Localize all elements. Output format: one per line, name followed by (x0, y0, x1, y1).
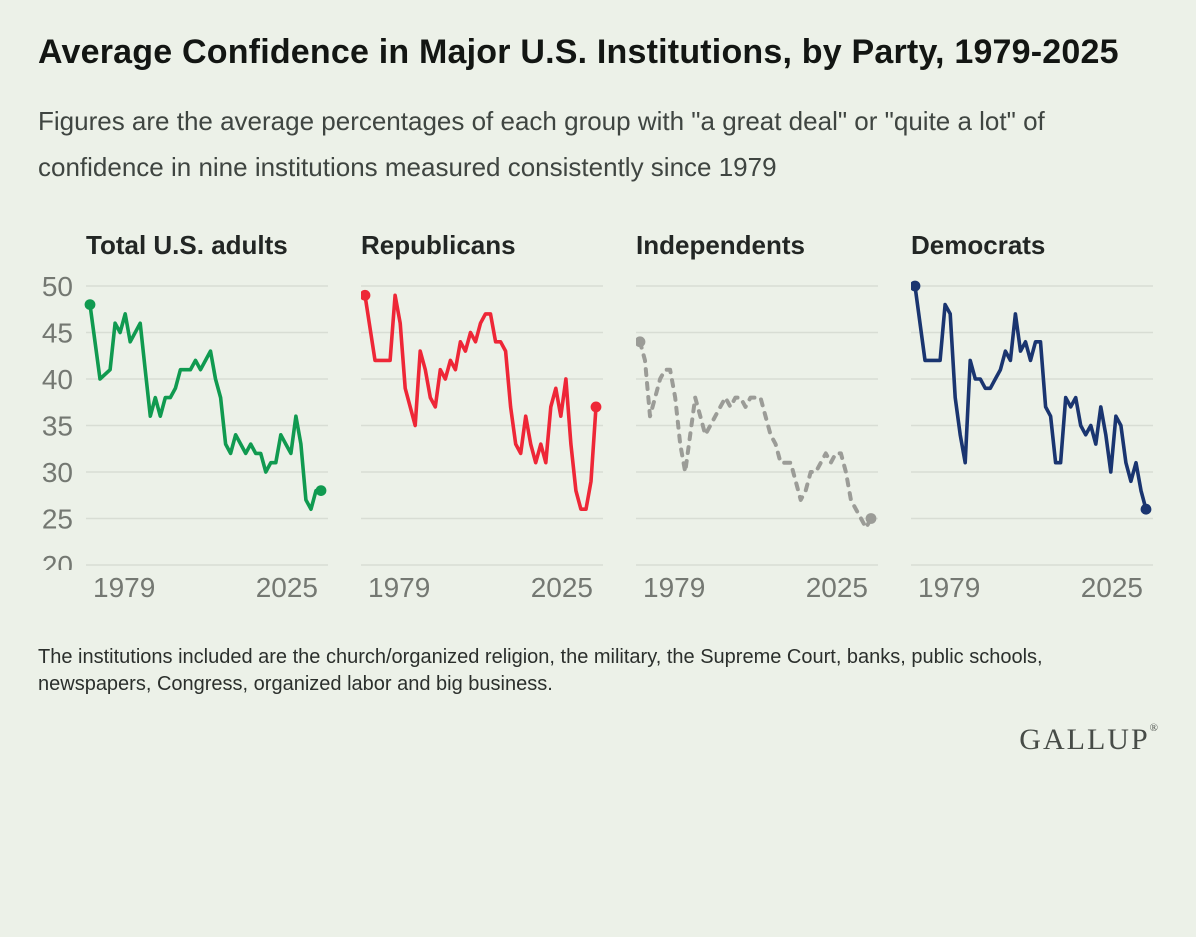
y-tick-label-20: 20 (42, 550, 73, 570)
x-tick-label-independents-2025: 2025 (805, 572, 868, 603)
line-independents (638, 339, 873, 530)
start-dot-total-us-adults (84, 299, 96, 310)
start-dot-democrats (911, 280, 921, 292)
x-tick-label-republicans-2025: 2025 (530, 572, 593, 603)
panel-title-total-us-adults: Total U.S. adults (86, 230, 288, 260)
line-republicans (363, 293, 598, 511)
x-axis-labels-total-us-adults: 1979 2025 (38, 572, 328, 604)
panel-title-republicans: Republicans (361, 230, 516, 260)
chart-panel-republicans: Republicans 1979 2025 (361, 230, 603, 604)
page-title: Average Confidence in Major U.S. Institu… (38, 33, 1119, 71)
end-dot-republicans (590, 401, 602, 413)
chart-panel-democrats: Democrats 1979 2025 (911, 230, 1153, 604)
chart-row: Total U.S. adults 50 45 40 35 30 25 20 1979 2025 R… (38, 230, 1158, 604)
x-tick-label-total-us-adults-1979: 1979 (93, 572, 156, 603)
chart-footnote: The institutions included are the church… (38, 646, 1043, 695)
y-tick-label-45: 45 (42, 318, 73, 349)
chart-svg-democrats (911, 280, 1153, 566)
line-total-us-adults (88, 304, 321, 511)
x-tick-label-republicans-1979: 1979 (368, 572, 431, 603)
panel-title-democrats: Democrats (911, 230, 1046, 260)
x-axis-labels-republicans: 1979 2025 (361, 572, 603, 604)
y-tick-label-40: 40 (42, 364, 73, 395)
x-axis-labels-democrats: 1979 2025 (911, 572, 1153, 604)
chart-svg-republicans (361, 285, 603, 566)
chart-svg-independents (636, 285, 878, 566)
line-democrats (913, 285, 1148, 510)
end-dot-democrats (1140, 503, 1152, 515)
y-tick-label-30: 30 (42, 457, 73, 488)
chart-panel-total-us-adults: Total U.S. adults 50 45 40 35 30 25 20 1979 2025 (38, 230, 328, 604)
registered-trademark-icon: ® (1149, 722, 1158, 734)
panel-title-independents: Independents (636, 230, 806, 260)
x-tick-label-total-us-adults-2025: 2025 (255, 572, 318, 603)
y-tick-label-25: 25 (42, 504, 73, 535)
chart-panel-independents: Independents 1979 2025 (636, 230, 878, 604)
end-dot-independents (865, 513, 877, 524)
x-tick-label-democrats-2025: 2025 (1080, 572, 1143, 603)
start-dot-independents (636, 336, 646, 348)
x-tick-label-democrats-1979: 1979 (918, 572, 981, 603)
y-tick-label-35: 35 (42, 411, 73, 442)
gallup-confidence-page: Average Confidence in Major U.S. Institu… (0, 22, 1196, 757)
x-axis-labels-independents: 1979 2025 (636, 572, 878, 604)
chart-svg-total-us-adults: 50 45 40 35 30 25 20 (42, 276, 328, 570)
x-tick-label-independents-1979: 1979 (643, 572, 706, 603)
gallup-logo: GALLUP® (38, 722, 1158, 757)
gallup-logo-text: GALLUP (1019, 723, 1150, 756)
end-dot-total-us-adults (315, 485, 327, 496)
start-dot-republicans (361, 289, 371, 301)
y-tick-label-50: 50 (42, 276, 73, 302)
page-subtitle: Figures are the average percentages of e… (38, 106, 1045, 182)
